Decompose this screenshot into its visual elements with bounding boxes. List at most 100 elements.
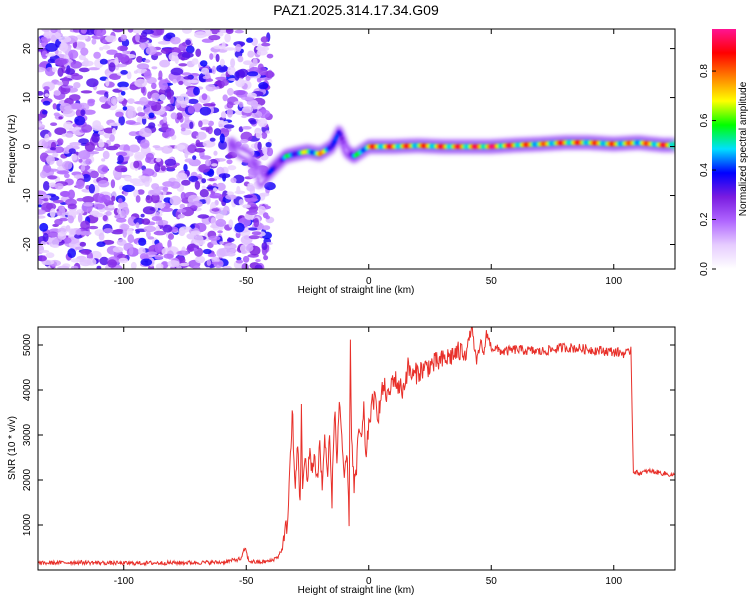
spectrogram-noise-blob [218, 120, 226, 128]
spectrogram-noise-blob [132, 182, 145, 187]
spectrogram-noise-blob [201, 93, 208, 101]
spectrogram-noise-blob [184, 96, 190, 105]
spectrogram-noise-blob [142, 168, 155, 177]
spectrogram-noise-blob [141, 218, 151, 225]
spectrogram-noise-blob [93, 29, 107, 37]
spectrogram-noise-blob [89, 170, 99, 179]
spectrogram-noise-region [38, 29, 276, 269]
spectrogram-noise-blob [90, 250, 102, 260]
spectrogram-noise-blob [102, 45, 111, 50]
spectrogram-y-ticks: -20 -10 0 10 20 [22, 43, 675, 252]
spectrogram-noise-blob [226, 251, 236, 257]
spectrogram-noise-blob [134, 78, 148, 88]
spectrogram-noise-blob [56, 170, 70, 175]
spectrogram-noise-blob [166, 91, 172, 100]
spectrogram-noise-blob [74, 246, 84, 250]
spectrogram-noise-blob [45, 150, 57, 154]
spectrogram-noise-blob [47, 175, 58, 180]
spectrogram-noise-blob [99, 46, 104, 51]
spectrogram-noise-blob [155, 216, 163, 221]
spectrogram-noise-blob [167, 239, 172, 249]
spectrogram-noise-blob [102, 39, 107, 44]
spectrogram-noise-blob [91, 124, 104, 131]
spectrogram-noise-blob [227, 87, 234, 96]
spectrogram-noise-blob [198, 120, 203, 128]
spectrogram-noise-blob [265, 241, 273, 246]
spectrogram-noise-blob [195, 235, 204, 244]
spectrogram-noise-blob [211, 65, 216, 75]
spectrogram-noise-blob [152, 145, 161, 149]
spectrogram-noise-blob [219, 241, 224, 245]
colorbar-tick-label: 0.8 [699, 64, 710, 78]
spectrogram-noise-blob [79, 231, 92, 236]
spectrogram-ridge [227, 125, 675, 188]
spectrogram-noise-blob [135, 154, 145, 159]
spectrogram-noise-blob [194, 31, 207, 39]
spectrogram-noise-blob [249, 119, 257, 125]
spectrogram-noise-blob [57, 231, 67, 240]
spectrogram-noise-blob [80, 47, 89, 56]
spectrogram-noise-blob [243, 194, 253, 199]
spectrogram-noise-blob [265, 70, 274, 79]
y-tick-label: 1000 [22, 513, 33, 536]
spectrogram-noise-blob [209, 53, 214, 60]
spectrogram-noise-blob [240, 139, 249, 144]
spectrogram-noise-blob [99, 256, 109, 266]
spectrogram-noise-blob [73, 174, 84, 179]
spectrogram-noise-blob [240, 250, 247, 255]
snr-x-axis-label: Height of straight line (km) [298, 585, 415, 596]
spectrogram-noise-blob [188, 175, 199, 182]
spectrogram-noise-blob [143, 70, 152, 79]
spectrogram-noise-blob [257, 118, 268, 128]
spectrogram-noise-blob [212, 187, 218, 192]
spectrogram-noise-blob [140, 42, 146, 51]
spectrogram-noise-blob [54, 237, 62, 243]
spectrogram-noise-blob [242, 255, 250, 263]
spectrogram-noise-blob [167, 260, 180, 268]
spectrogram-noise-blob [118, 86, 129, 91]
spectrogram-noise-blob [75, 34, 88, 40]
spectrogram-noise-blob [170, 67, 184, 76]
spectrogram-noise-blob [91, 133, 100, 143]
spectrogram-noise-blob [86, 78, 99, 88]
spectrogram-noise-blob [221, 79, 229, 86]
spectrogram-noise-blob [228, 219, 234, 228]
spectrogram-noise-blob [208, 177, 215, 182]
spectrogram-noise-blob [154, 254, 164, 260]
spectrogram-noise-blob [104, 133, 111, 139]
spectrogram-noise-blob [195, 48, 202, 57]
spectrogram-noise-blob [226, 108, 233, 118]
spectrogram-noise-blob [117, 81, 129, 88]
spectrogram-noise-blob [207, 253, 217, 258]
spectrogram-noise-blob [163, 253, 174, 259]
y-tick-label: -10 [22, 188, 33, 203]
spectrogram-noise-blob [71, 153, 78, 161]
spectrogram-noise-blob [151, 193, 160, 204]
spectrogram-noise-blob [113, 143, 121, 148]
spectrogram-noise-blob [235, 44, 242, 52]
spectrogram-noise-blob [224, 33, 231, 43]
spectrogram-noise-blob [235, 259, 244, 264]
snr-series-line [38, 327, 675, 567]
spectrogram-noise-blob [158, 70, 163, 80]
spectrogram-noise-blob [85, 249, 90, 255]
spectrogram-noise-blob [258, 66, 267, 76]
spectrogram-noise-blob [233, 90, 246, 96]
spectrogram-noise-blob [129, 84, 138, 91]
spectrogram-noise-blob [241, 126, 252, 130]
spectrogram-noise-blob [58, 116, 63, 120]
spectrogram-noise-blob [122, 184, 135, 193]
spectrogram-noise-blob [41, 110, 48, 115]
spectrogram-noise-blob [230, 177, 237, 184]
y-tick-label: 3000 [22, 423, 33, 446]
spectrogram-noise-blob [114, 56, 119, 66]
spectrogram-noise-blob [135, 68, 148, 74]
spectrogram-noise-blob [51, 244, 60, 248]
spectrogram-noise-blob [145, 195, 153, 204]
spectrogram-noise-blob [99, 96, 108, 103]
spectrogram-noise-blob [135, 32, 140, 43]
spectrogram-noise-blob [59, 102, 72, 113]
spectrogram-noise-blob [159, 59, 171, 68]
spectrogram-noise-blob [172, 79, 178, 84]
y-tick-label: 5000 [22, 333, 33, 356]
